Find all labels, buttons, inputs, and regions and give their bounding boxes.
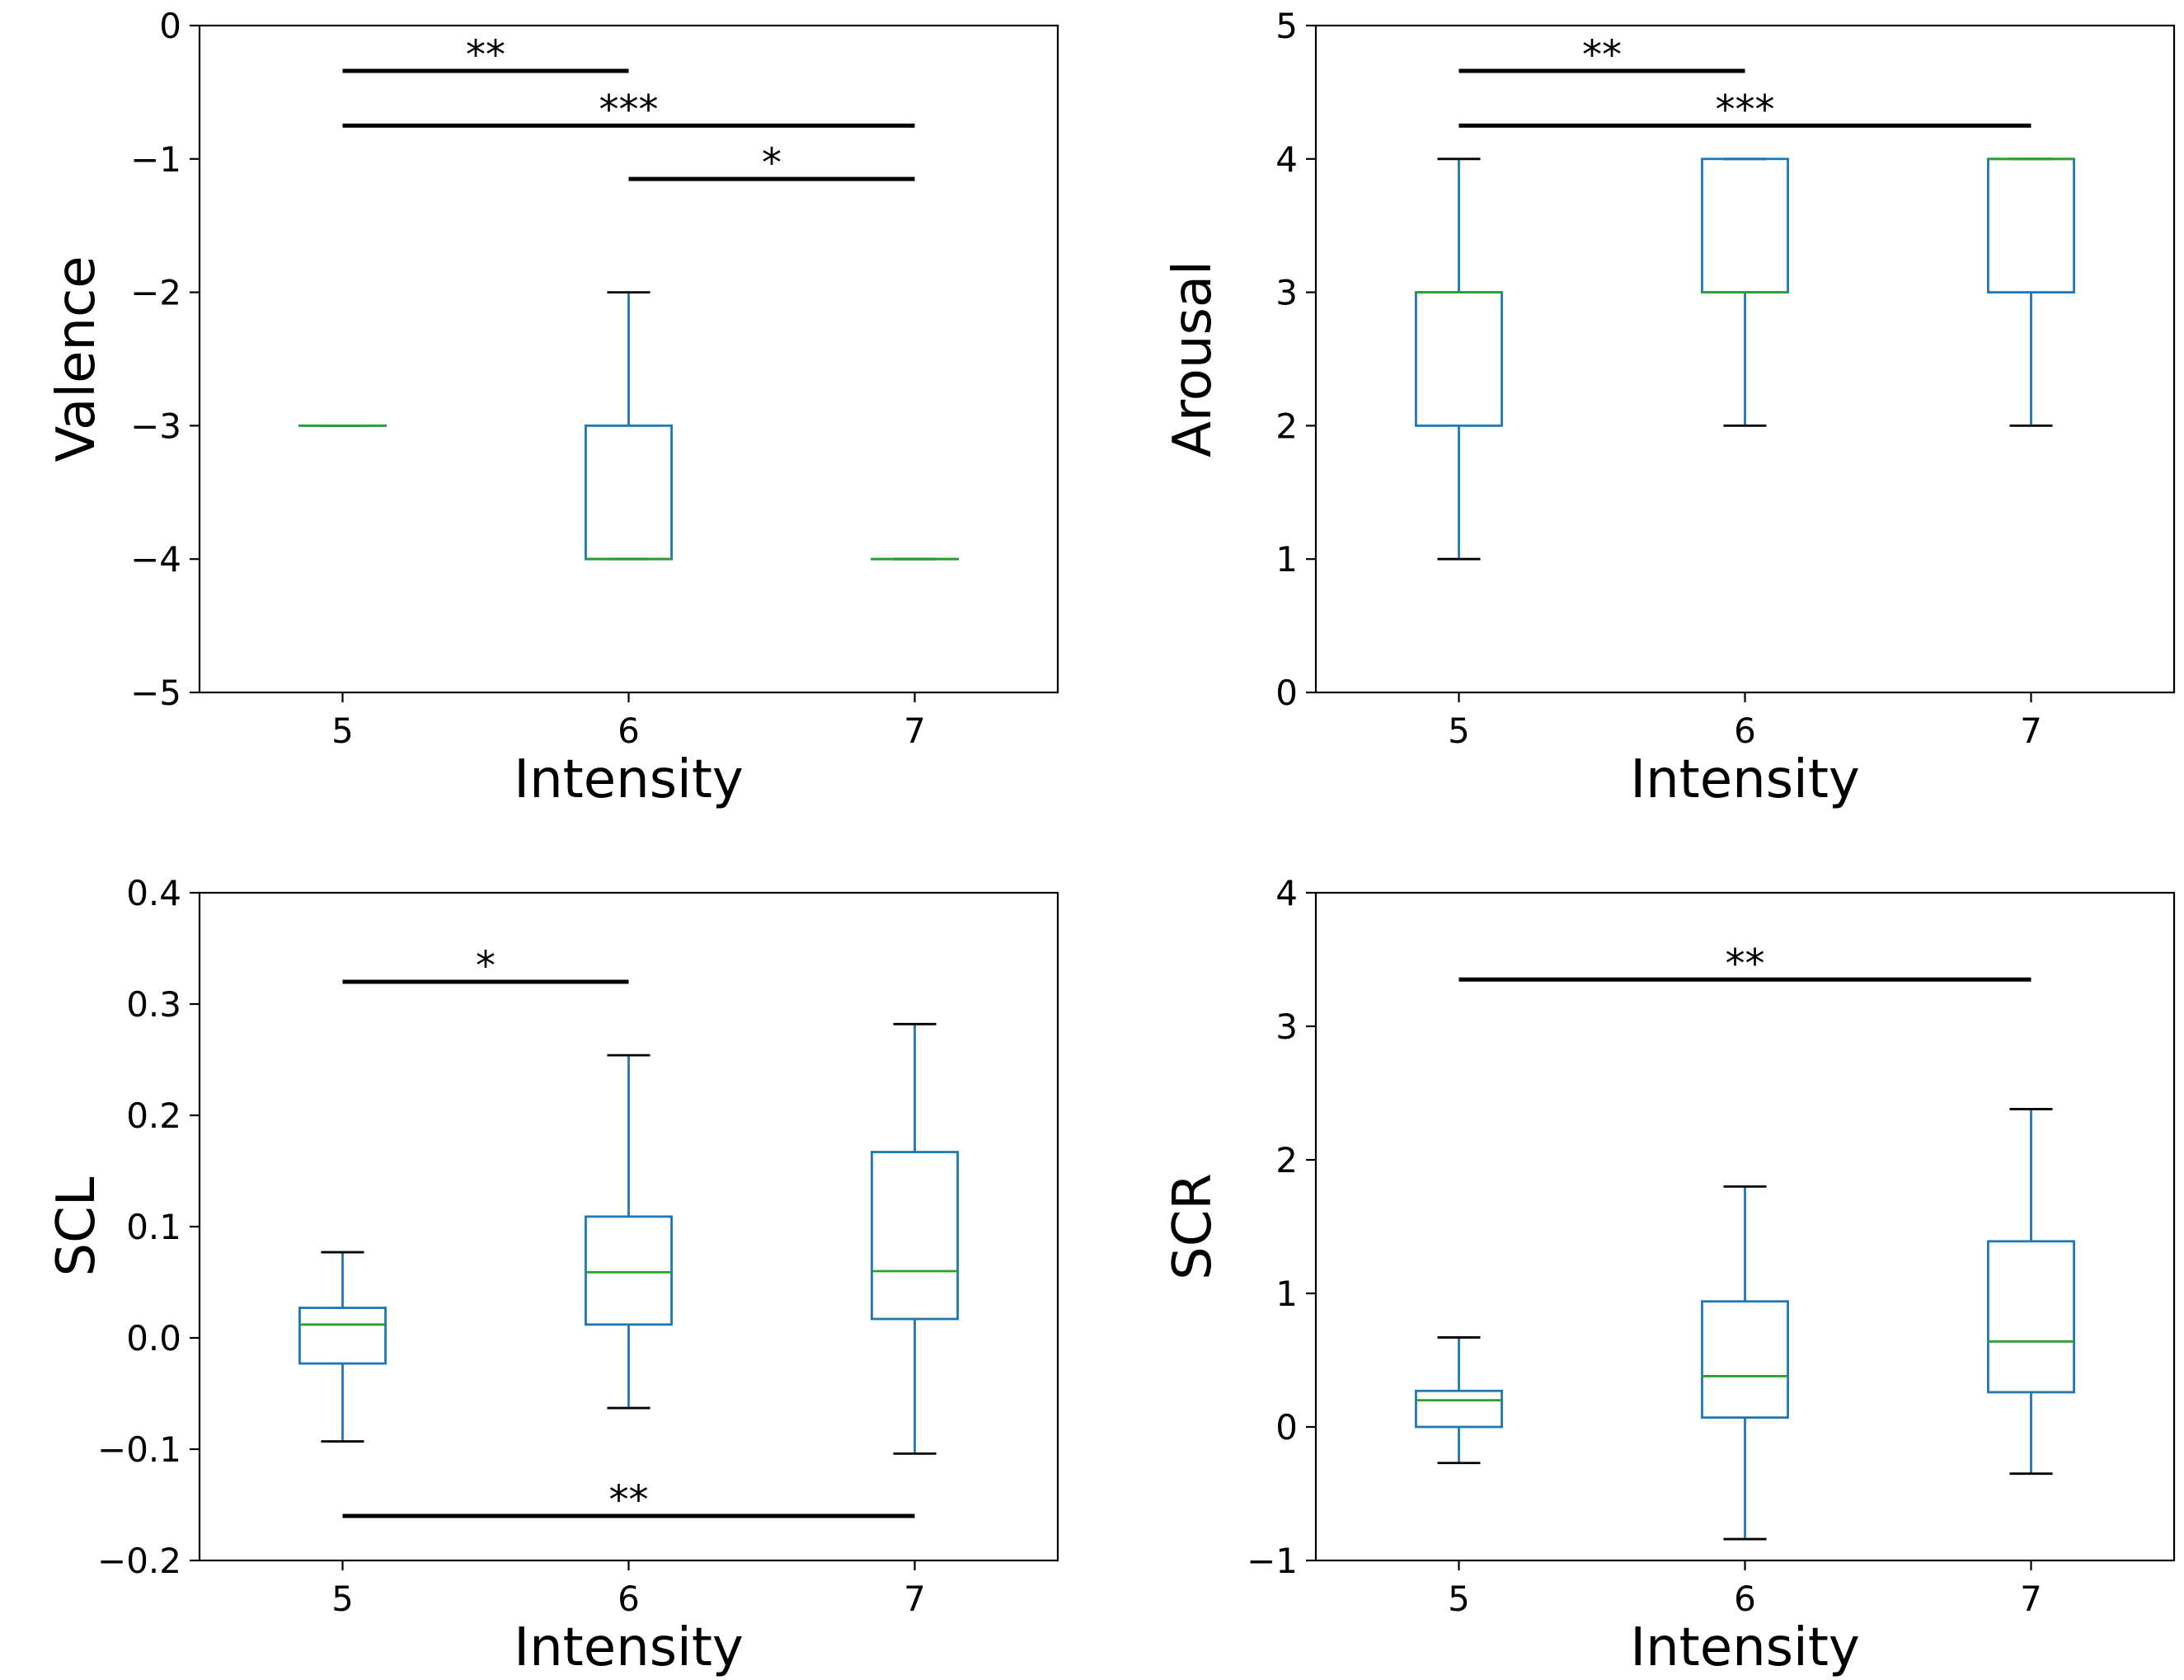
- iqr-box: [871, 1151, 959, 1321]
- arousal-ytick-label: 1: [1275, 539, 1298, 580]
- scr-box-7: [1987, 1108, 2075, 1476]
- scr-box-6: [1701, 1185, 1789, 1541]
- arousal-ytick-label: 0: [1275, 673, 1298, 713]
- valence-xtick-label: 7: [904, 711, 926, 751]
- iqr-box: [585, 1215, 673, 1326]
- iqr-box: [585, 425, 673, 561]
- arousal-significance-label: ***: [1716, 87, 1775, 133]
- valence-ytick-label: 0: [159, 6, 181, 46]
- scl-y-axis-label: SCL: [46, 1176, 107, 1276]
- scr-box-5: [1415, 1336, 1503, 1465]
- arousal-ytick-label: 5: [1275, 6, 1298, 46]
- scr-significance-label: **: [1726, 941, 1765, 987]
- scl-ytick-label: 0.1: [126, 1207, 181, 1247]
- arousal-box-7: [1987, 157, 2075, 427]
- valence-x-axis-label: Intensity: [514, 749, 744, 810]
- iqr-box: [1987, 157, 2075, 294]
- scl-box-5: [298, 1251, 387, 1443]
- scl-ytick-label: −0.1: [97, 1429, 181, 1470]
- arousal-box-6: [1701, 157, 1789, 427]
- scr-xtick-label: 6: [1734, 1579, 1756, 1619]
- arousal-box-5: [1415, 157, 1503, 561]
- scr-ytick-label: 1: [1275, 1274, 1298, 1314]
- scl-ytick-label: 0.3: [126, 984, 181, 1025]
- scr-xtick-label: 7: [2020, 1579, 2042, 1619]
- valence-y-axis-label: Valence: [46, 256, 107, 462]
- iqr-box: [1701, 157, 1789, 294]
- scr-ytick-label: 0: [1275, 1407, 1298, 1448]
- valence-ytick-label: −2: [130, 273, 181, 313]
- scr-ytick-label: 3: [1275, 1007, 1298, 1047]
- scl-xtick-label: 5: [331, 1579, 354, 1619]
- scr-x-axis-label: Intensity: [1630, 1617, 1860, 1678]
- scl-ytick-label: 0.2: [126, 1096, 181, 1136]
- scl-ytick-label: 0.0: [126, 1318, 181, 1359]
- iqr-box: [1987, 1240, 2075, 1394]
- valence-ytick-label: −4: [130, 539, 181, 580]
- scl-significance-label: *: [476, 943, 496, 989]
- arousal-xtick-label: 7: [2020, 711, 2042, 751]
- scl-ytick-label: −0.2: [97, 1541, 181, 1581]
- arousal-ytick-label: 4: [1275, 139, 1298, 180]
- iqr-box: [1415, 291, 1503, 427]
- scl-box-7: [871, 1022, 959, 1455]
- valence-ytick-label: −3: [130, 406, 181, 446]
- scr-panel: −1 0 1 2 3 4 5 6 7 Intensity SCR **: [1162, 873, 2176, 1678]
- arousal-y-axis-label: Arousal: [1162, 260, 1224, 458]
- scl-panel: −0.2−0.10.00.10.20.30.45 6 7IntensitySCL**…: [46, 873, 1059, 1678]
- scl-xtick-label: 7: [904, 1579, 926, 1619]
- iqr-box: [1701, 1300, 1789, 1420]
- iqr-box: [1415, 1389, 1503, 1429]
- scr-xtick-label: 5: [1448, 1579, 1470, 1619]
- valence-xtick-label: 6: [618, 711, 640, 751]
- scl-x-axis-label: Intensity: [514, 1617, 744, 1678]
- valence-xtick-label: 5: [331, 711, 354, 751]
- scl-ytick-label: 0.4: [126, 873, 181, 913]
- arousal-x-axis-label: Intensity: [1630, 749, 1860, 810]
- arousal-ytick-label: 3: [1275, 273, 1298, 313]
- arousal-ytick-label: 2: [1275, 406, 1298, 446]
- scr-ytick-label: 2: [1275, 1140, 1298, 1180]
- scl-box-6: [585, 1054, 673, 1410]
- scr-ytick-label: −1: [1247, 1541, 1298, 1581]
- scr-ytick-label: 4: [1275, 873, 1298, 913]
- arousal-xtick-label: 5: [1448, 711, 1470, 751]
- valence-ytick-label: −5: [130, 673, 181, 713]
- arousal-xtick-label: 6: [1734, 711, 1756, 751]
- iqr-box: [298, 1307, 387, 1365]
- arousal-significance-label: **: [1582, 32, 1622, 78]
- valence-ytick-label: −1: [130, 139, 181, 180]
- valence-significance-label: *: [762, 140, 782, 186]
- valence-significance-label: **: [466, 32, 505, 78]
- scl-xtick-label: 6: [618, 1579, 640, 1619]
- valence-significance-label: ***: [599, 87, 659, 133]
- scl-axes-frame: [198, 891, 1059, 1562]
- scl-significance-label: **: [609, 1477, 649, 1523]
- valence-box-6: [585, 291, 673, 561]
- scr-y-axis-label: SCR: [1162, 1173, 1224, 1280]
